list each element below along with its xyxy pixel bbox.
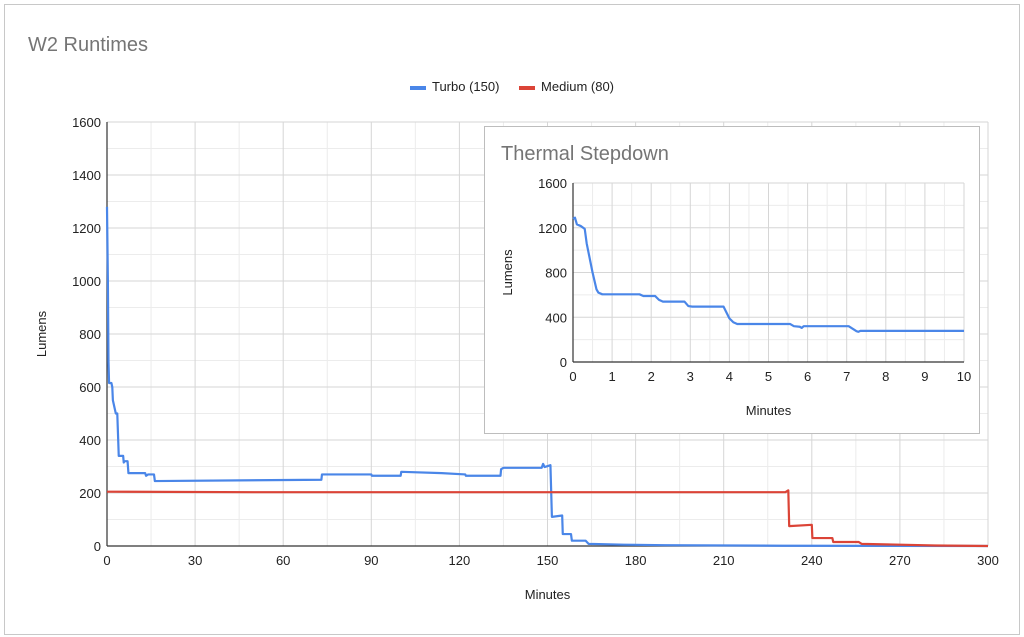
legend: Turbo (150) Medium (80) — [0, 79, 1024, 94]
y-tick-label: 200 — [79, 486, 101, 501]
x-tick-label: 7 — [843, 369, 850, 384]
y-tick-label: 0 — [560, 355, 567, 370]
x-tick-label: 120 — [449, 553, 471, 568]
y-tick-label: 1600 — [538, 176, 567, 191]
y-tick-label: 400 — [545, 310, 567, 325]
x-axis-title: Minutes — [525, 587, 571, 602]
series-line-medium — [106, 489, 989, 548]
series-line-turbo — [572, 216, 964, 333]
x-tick-label: 2 — [648, 369, 655, 384]
y-tick-label: 1600 — [72, 115, 101, 130]
y-tick-label: 1400 — [72, 168, 101, 183]
y-tick-label: 600 — [79, 380, 101, 395]
legend-swatch-turbo — [409, 85, 426, 90]
legend-item-medium[interactable]: Medium (80) — [519, 79, 614, 94]
x-tick-label: 270 — [889, 553, 911, 568]
x-tick-label: 1 — [608, 369, 615, 384]
inset-plot: 0 1 2 3 4 5 6 7 8 9 10 0 400 800 1200 1600 Minutes Lumens — [500, 176, 971, 418]
x-tick-label: 300 — [977, 553, 999, 568]
y-axis-title: Lumens — [500, 249, 515, 296]
y-tick-label: 1000 — [72, 274, 101, 289]
y-tick-label: 800 — [79, 327, 101, 342]
legend-item-turbo[interactable]: Turbo (150) — [409, 79, 500, 94]
x-tick-label: 3 — [687, 369, 694, 384]
x-tick-label: 9 — [921, 369, 928, 384]
legend-label-medium: Medium (80) — [541, 79, 615, 94]
x-tick-label: 150 — [537, 553, 559, 568]
inset-title: Thermal Stepdown — [501, 143, 669, 165]
y-axis-title: Lumens — [34, 310, 49, 357]
y-tick-label: 400 — [79, 433, 101, 448]
legend-swatch-medium — [519, 85, 536, 90]
x-tick-label: 240 — [801, 553, 823, 568]
chart-title: W2 Runtimes — [28, 34, 149, 56]
x-tick-label: 30 — [188, 553, 202, 568]
legend-label-turbo: Turbo (150) — [431, 79, 500, 94]
inset-chart: Thermal Stepdown 0 1 2 3 4 5 6 7 8 9 10 0 400 800 1200… — [484, 126, 980, 434]
x-tick-label: 6 — [804, 369, 811, 384]
y-tick-label: 0 — [94, 539, 101, 554]
series-line-turbo — [105, 206, 989, 548]
x-tick-label: 180 — [625, 553, 647, 568]
x-axis-title: Minutes — [746, 403, 792, 418]
y-tick-label: 1200 — [538, 221, 567, 236]
x-tick-label: 8 — [882, 369, 889, 384]
y-tick-label: 800 — [545, 266, 567, 281]
x-tick-label: 5 — [765, 369, 772, 384]
x-tick-label: 0 — [569, 369, 576, 384]
x-tick-label: 60 — [276, 553, 290, 568]
x-tick-label: 0 — [103, 553, 110, 568]
x-tick-label: 210 — [713, 553, 735, 568]
y-tick-label: 1200 — [72, 221, 101, 236]
x-tick-label: 4 — [726, 369, 733, 384]
x-tick-label: 10 — [957, 369, 971, 384]
x-tick-label: 90 — [364, 553, 378, 568]
